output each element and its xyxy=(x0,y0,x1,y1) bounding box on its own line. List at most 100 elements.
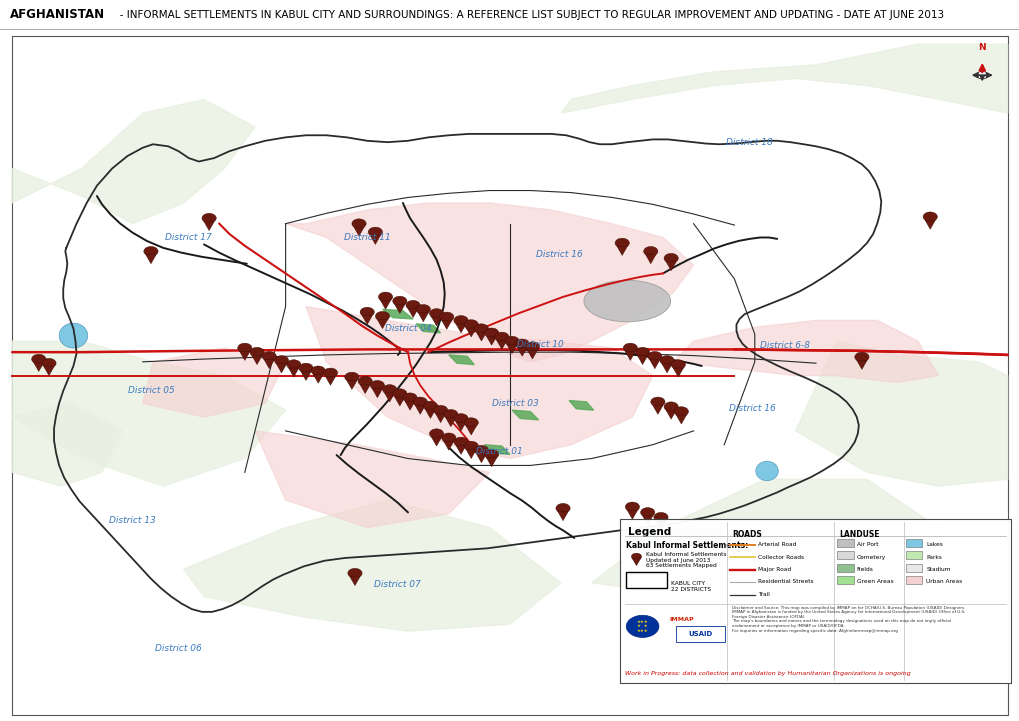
Circle shape xyxy=(640,508,654,517)
Polygon shape xyxy=(408,309,418,318)
Circle shape xyxy=(392,389,407,399)
Text: Stadium: Stadium xyxy=(925,567,950,572)
Circle shape xyxy=(464,441,478,451)
Polygon shape xyxy=(239,351,250,360)
Polygon shape xyxy=(455,324,466,333)
Polygon shape xyxy=(313,374,323,384)
Polygon shape xyxy=(856,360,866,369)
Polygon shape xyxy=(380,301,390,309)
Polygon shape xyxy=(652,405,662,415)
Polygon shape xyxy=(527,350,537,359)
Circle shape xyxy=(443,410,458,419)
Circle shape xyxy=(663,402,678,412)
Polygon shape xyxy=(34,363,44,371)
Polygon shape xyxy=(673,320,937,383)
Polygon shape xyxy=(146,255,156,264)
Circle shape xyxy=(494,332,508,342)
Polygon shape xyxy=(665,410,676,419)
Circle shape xyxy=(360,307,374,317)
Circle shape xyxy=(378,292,392,301)
Polygon shape xyxy=(431,317,441,326)
Text: Trail: Trail xyxy=(757,592,769,597)
Polygon shape xyxy=(924,220,934,229)
Circle shape xyxy=(237,343,252,353)
Polygon shape xyxy=(616,247,627,255)
Circle shape xyxy=(352,219,366,229)
Polygon shape xyxy=(466,450,476,459)
Text: District 16: District 16 xyxy=(535,250,582,260)
Text: USAID: USAID xyxy=(688,631,712,637)
Text: Urban Areas: Urban Areas xyxy=(925,580,962,585)
Polygon shape xyxy=(448,355,474,365)
Circle shape xyxy=(453,316,468,325)
Polygon shape xyxy=(445,417,455,427)
Polygon shape xyxy=(354,227,364,236)
Text: District 01: District 01 xyxy=(476,447,523,456)
Circle shape xyxy=(650,397,664,407)
Text: N: N xyxy=(977,43,985,52)
Circle shape xyxy=(474,324,488,334)
Bar xyxy=(837,551,853,559)
Text: Green Areas: Green Areas xyxy=(856,580,893,585)
Polygon shape xyxy=(637,355,647,365)
Polygon shape xyxy=(44,367,54,376)
Polygon shape xyxy=(370,236,380,244)
Text: Kabul Informal Settlements:: Kabul Informal Settlements: xyxy=(626,541,748,549)
Polygon shape xyxy=(350,577,360,585)
Circle shape xyxy=(635,348,649,357)
Polygon shape xyxy=(360,384,370,394)
Bar xyxy=(905,551,921,559)
Polygon shape xyxy=(645,255,655,264)
Ellipse shape xyxy=(583,280,671,322)
Circle shape xyxy=(464,319,478,329)
Polygon shape xyxy=(676,415,686,424)
Polygon shape xyxy=(441,320,451,329)
Text: District 08: District 08 xyxy=(675,534,721,542)
Circle shape xyxy=(286,360,301,369)
Circle shape xyxy=(433,405,447,415)
Polygon shape xyxy=(517,348,527,356)
Polygon shape xyxy=(301,371,311,381)
Circle shape xyxy=(854,352,868,362)
Circle shape xyxy=(663,253,678,263)
Circle shape xyxy=(625,502,639,512)
Text: ★★★
★  ★
★★★: ★★★ ★ ★ ★★★ xyxy=(636,620,648,633)
Polygon shape xyxy=(632,559,640,565)
Circle shape xyxy=(358,376,372,386)
Circle shape xyxy=(144,247,158,256)
Text: LANDUSE: LANDUSE xyxy=(839,530,879,539)
Circle shape xyxy=(453,414,468,423)
Bar xyxy=(905,576,921,584)
Circle shape xyxy=(370,381,384,390)
Circle shape xyxy=(647,351,661,361)
Polygon shape xyxy=(288,368,299,377)
Polygon shape xyxy=(435,414,445,423)
Bar xyxy=(837,539,853,547)
Circle shape xyxy=(42,358,56,368)
Bar xyxy=(620,518,1010,683)
Text: District 06: District 06 xyxy=(155,644,202,653)
Circle shape xyxy=(623,343,637,353)
Polygon shape xyxy=(431,437,441,446)
Text: Lakes: Lakes xyxy=(925,542,943,547)
Text: Cemetery: Cemetery xyxy=(856,554,886,559)
Polygon shape xyxy=(183,500,560,631)
Bar xyxy=(676,627,725,642)
Text: District 04: District 04 xyxy=(384,324,431,333)
Bar xyxy=(905,564,921,572)
Polygon shape xyxy=(394,397,405,406)
Text: Kabul Informal Settlements
Updated at June 2013
63 Settlements Mapped: Kabul Informal Settlements Updated at Ju… xyxy=(645,552,726,568)
Polygon shape xyxy=(484,445,510,454)
Bar xyxy=(837,564,853,572)
Ellipse shape xyxy=(59,323,88,348)
Text: Parks: Parks xyxy=(925,554,942,559)
Polygon shape xyxy=(415,405,425,415)
Circle shape xyxy=(614,238,629,248)
Circle shape xyxy=(659,355,674,366)
Polygon shape xyxy=(255,431,489,528)
Text: District 18: District 18 xyxy=(726,138,772,146)
Text: District 10: District 10 xyxy=(517,340,564,349)
Circle shape xyxy=(515,339,529,349)
Polygon shape xyxy=(12,341,285,486)
Circle shape xyxy=(32,354,46,364)
